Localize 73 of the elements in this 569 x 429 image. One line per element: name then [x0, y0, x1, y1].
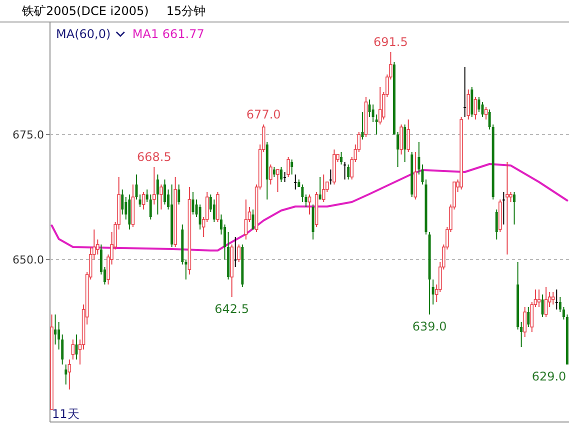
candlestick [404, 124, 406, 162]
candlestick [121, 189, 124, 215]
line-series [50, 163, 568, 252]
candlestick [361, 112, 364, 140]
candlestick [484, 106, 488, 120]
candlestick [142, 192, 146, 210]
candlestick [160, 184, 163, 210]
candlestick [466, 89, 470, 120]
candlestick [64, 364, 68, 385]
candlestick [544, 286, 548, 318]
candlestick [347, 164, 350, 180]
annotation: MA(60,0) [56, 27, 111, 41]
candlestick [551, 292, 555, 305]
y-tick-label: 675.0 [12, 128, 44, 142]
candlestick [322, 174, 326, 202]
candlestick [340, 152, 343, 165]
candlestick [212, 199, 216, 222]
annotation: 11天 [52, 407, 80, 421]
candlestick [502, 192, 505, 225]
candlestick [149, 194, 152, 220]
candlestick [198, 204, 202, 230]
y-tick-label: 650.0 [12, 254, 44, 266]
candlestick [244, 199, 248, 240]
candlestick [71, 339, 75, 360]
candlestick [280, 166, 282, 182]
candlestick [396, 132, 399, 168]
candlestick [506, 162, 509, 255]
annotation: 639.0 [412, 320, 447, 334]
candlestick [234, 236, 237, 268]
candlestick [344, 162, 346, 180]
candlestick [284, 172, 286, 182]
candlestick [318, 176, 322, 200]
candlestick [54, 314, 57, 345]
candlestick [75, 334, 78, 360]
candlestick [301, 184, 304, 202]
candlestick [68, 359, 72, 390]
candlestick [290, 159, 294, 175]
candlestick [164, 179, 166, 205]
candlestick [527, 306, 530, 328]
candlestick [432, 279, 434, 305]
candlestick [537, 289, 541, 308]
chart-subtitle: 15分钟 [166, 4, 206, 18]
candlestick [152, 166, 156, 205]
candlestick [495, 209, 498, 240]
candlestick [523, 306, 527, 338]
candlestick [276, 169, 280, 192]
candlestick [478, 96, 480, 112]
annotation: 668.5 [136, 150, 172, 164]
candlestick [555, 289, 558, 310]
text: MA1 661.77 [132, 27, 204, 41]
candlestick [286, 156, 290, 178]
candlestick [294, 174, 297, 190]
candlestick [138, 194, 142, 208]
chart-title: 铁矿2005(DCE i2005) [21, 4, 149, 18]
annotation: 677.0 [246, 108, 281, 122]
candlestick [308, 194, 312, 215]
annotation: 629.0 [532, 370, 566, 384]
candlestick [513, 192, 516, 225]
candlestick [509, 192, 512, 202]
candlestick [464, 66, 466, 118]
candlestick [406, 119, 410, 152]
candlestick [541, 294, 544, 318]
candlestick [474, 96, 478, 120]
candlestick [178, 184, 180, 205]
candlestick [272, 166, 276, 178]
candlestick [400, 124, 403, 155]
candlestick [269, 164, 272, 185]
candlestick [156, 174, 159, 215]
candlestick [329, 169, 332, 185]
candlestick [378, 86, 382, 125]
annotation: 691.5 [374, 35, 408, 49]
candlestick [237, 244, 241, 262]
annotation: 642.5 [214, 302, 250, 316]
